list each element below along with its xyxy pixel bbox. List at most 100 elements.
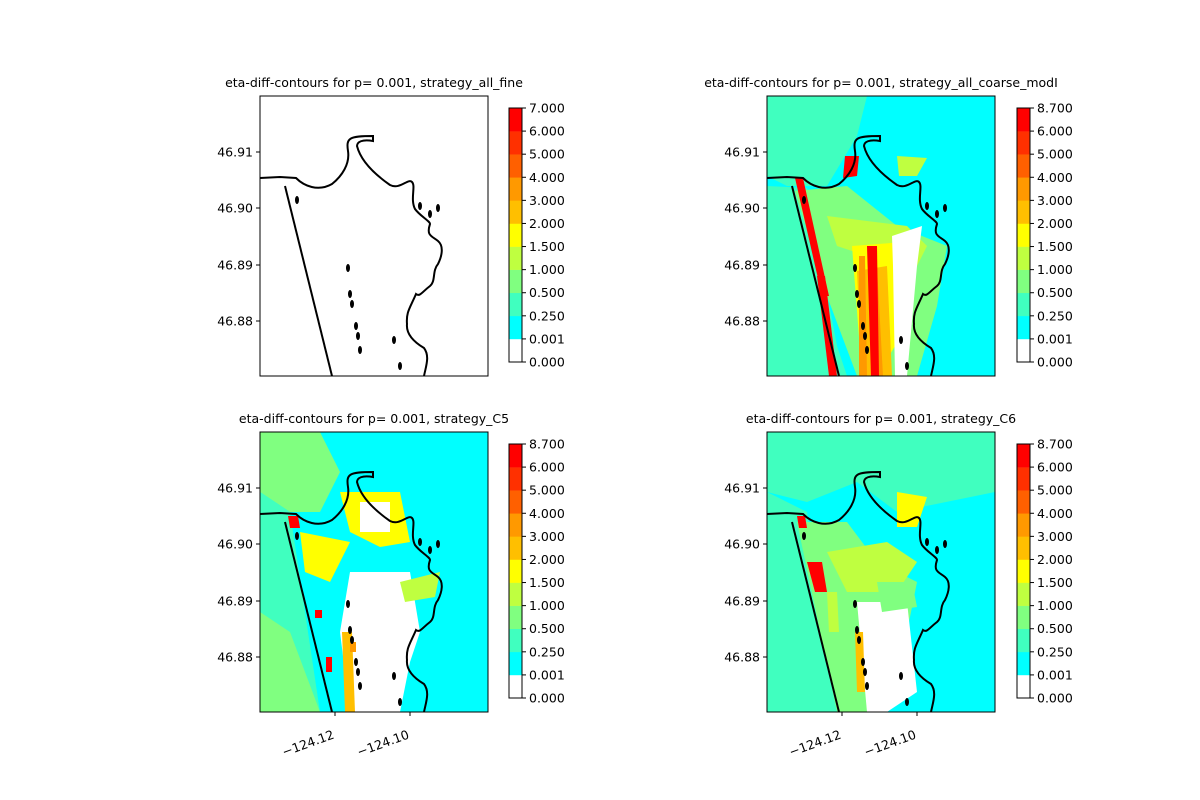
colorbar-segment bbox=[509, 108, 522, 132]
colorbar-segment bbox=[509, 628, 522, 653]
chart-title: eta-diff-contours for p= 0.001, strategy… bbox=[239, 411, 509, 426]
colorbar-label: 0.250 bbox=[529, 308, 565, 323]
y-tick-label: 46.88 bbox=[724, 314, 760, 329]
colorbar-label: 6.000 bbox=[529, 124, 565, 139]
colorbar-label: 3.000 bbox=[529, 529, 565, 544]
colorbar-label: 0.000 bbox=[529, 355, 565, 370]
island bbox=[436, 540, 440, 548]
island bbox=[398, 362, 402, 370]
colorbar-label: 0.001 bbox=[1037, 667, 1073, 682]
colorbar-label: 8.700 bbox=[1037, 437, 1073, 452]
island bbox=[358, 346, 362, 354]
island bbox=[925, 538, 929, 546]
colorbar-segment bbox=[1017, 269, 1030, 294]
colorbar-label: 0.001 bbox=[529, 331, 565, 346]
colorbar-label: 0.500 bbox=[529, 621, 565, 636]
island bbox=[418, 538, 422, 546]
coastline bbox=[260, 134, 443, 376]
island bbox=[865, 346, 869, 354]
colorbar-segment bbox=[1017, 292, 1030, 317]
island bbox=[392, 672, 396, 680]
island bbox=[899, 672, 903, 680]
colorbar-label: 0.250 bbox=[1037, 308, 1073, 323]
y-tick-label: 46.90 bbox=[217, 537, 253, 552]
colorbar-segment bbox=[1017, 490, 1030, 514]
shore-edge bbox=[791, 185, 840, 376]
island bbox=[863, 668, 867, 676]
heatmap-field bbox=[260, 432, 488, 712]
island bbox=[863, 332, 867, 340]
shore-edge bbox=[284, 185, 333, 376]
island bbox=[935, 546, 939, 554]
island bbox=[857, 636, 861, 644]
colorbar-label: 4.000 bbox=[1037, 170, 1073, 185]
x-tick-label: −124.10 bbox=[355, 727, 411, 760]
colorbar-segment bbox=[509, 513, 522, 537]
coastline bbox=[260, 470, 443, 712]
colorbar: 0.000 0.001 0.250 0.500 1.000 1.500 2.000 3.000… bbox=[508, 101, 565, 370]
colorbar-segment bbox=[1017, 108, 1030, 132]
island bbox=[865, 682, 869, 690]
y-tick-label: 46.90 bbox=[724, 537, 760, 552]
colorbar-segment bbox=[509, 651, 522, 676]
colorbar-label: 0.000 bbox=[1037, 691, 1073, 706]
colorbar-frame bbox=[1016, 107, 1031, 363]
island bbox=[855, 626, 859, 634]
colorbar-label: 0.001 bbox=[1037, 331, 1073, 346]
colorbar-segment bbox=[1017, 177, 1030, 201]
island bbox=[348, 290, 352, 298]
colorbar: 0.000 0.001 0.250 0.500 1.000 1.500 2.000 3.000… bbox=[1016, 437, 1073, 706]
colorbar-segment bbox=[509, 536, 522, 560]
x-tick-label: −124.12 bbox=[787, 727, 843, 760]
coastline bbox=[767, 470, 950, 712]
colorbar-label: 1.000 bbox=[529, 598, 565, 613]
axes-frame bbox=[259, 95, 489, 377]
island bbox=[356, 668, 360, 676]
colorbar-segment bbox=[1017, 315, 1030, 340]
colorbar-label: 0.250 bbox=[529, 644, 565, 659]
colorbar-label: 1.500 bbox=[529, 575, 565, 590]
colorbar-segment bbox=[1017, 582, 1030, 606]
colorbar-segment bbox=[1017, 513, 1030, 537]
heatmap-field bbox=[260, 96, 488, 376]
axes-frame bbox=[766, 431, 996, 713]
colorbar-segment bbox=[1017, 200, 1030, 224]
colorbar-label: 2.000 bbox=[1037, 216, 1073, 231]
colorbar-label: 2.000 bbox=[529, 552, 565, 567]
colorbar-label: 1.500 bbox=[1037, 239, 1073, 254]
colorbar-label: 6.000 bbox=[1037, 124, 1073, 139]
colorbar-frame bbox=[1016, 443, 1031, 699]
colorbar-label: 6.000 bbox=[529, 460, 565, 475]
coastline bbox=[767, 134, 950, 376]
colorbar-segment bbox=[509, 177, 522, 201]
colorbar-label: 3.000 bbox=[1037, 193, 1073, 208]
colorbar-segment bbox=[509, 315, 522, 340]
colorbar-segment bbox=[1017, 605, 1030, 630]
colorbar-segment bbox=[509, 674, 522, 699]
y-tick-label: 46.88 bbox=[724, 650, 760, 665]
x-tick-label: −124.12 bbox=[280, 727, 336, 760]
island bbox=[346, 264, 350, 272]
colorbar-label: 0.001 bbox=[529, 667, 565, 682]
chart-title: eta-diff-contours for p= 0.001, strategy… bbox=[225, 75, 523, 90]
colorbar-segment bbox=[509, 269, 522, 294]
island bbox=[428, 210, 432, 218]
chart-title: eta-diff-contours for p= 0.001, strategy… bbox=[704, 75, 1058, 90]
heatmap-field bbox=[767, 432, 995, 712]
colorbar-label: 3.000 bbox=[529, 193, 565, 208]
y-tick-label: 46.91 bbox=[724, 145, 760, 160]
colorbar-label: 5.000 bbox=[1037, 483, 1073, 498]
chart-title: eta-diff-contours for p= 0.001, strategy… bbox=[746, 411, 1016, 426]
island bbox=[436, 204, 440, 212]
colorbar: 0.000 0.001 0.250 0.500 1.000 1.500 2.000 3.000… bbox=[1016, 101, 1073, 370]
island bbox=[392, 336, 396, 344]
colorbar-segment bbox=[509, 559, 522, 583]
colorbar-label: 0.000 bbox=[1037, 355, 1073, 370]
shore-edge bbox=[791, 521, 840, 712]
island bbox=[861, 322, 865, 330]
colorbar-label: 1.500 bbox=[1037, 575, 1073, 590]
colorbar-label: 4.000 bbox=[1037, 506, 1073, 521]
island bbox=[853, 600, 857, 608]
panel-2: eta-diff-contours for p= 0.001, strategy… bbox=[704, 75, 1073, 377]
